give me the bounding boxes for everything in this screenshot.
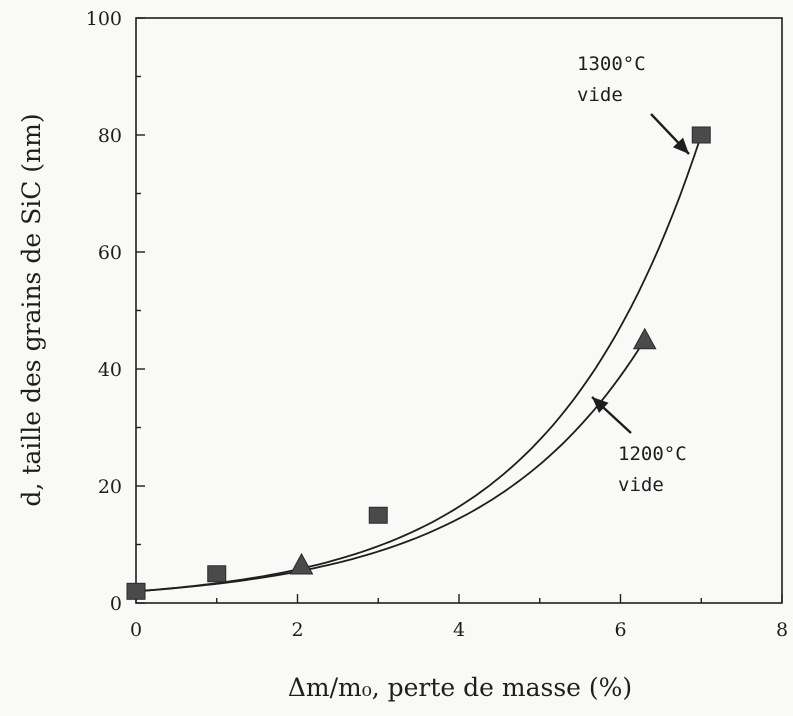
- y-tick-label: 20: [98, 476, 122, 498]
- y-tick-label: 40: [98, 359, 122, 381]
- y-axis-ticks: 0 20 40 60 80 100: [86, 8, 145, 615]
- annotation-1300-line1: 1300°C: [577, 53, 646, 75]
- annotation-1200-line1: 1200°C: [618, 443, 687, 465]
- square-marker: [207, 565, 227, 583]
- x-tick-label: 6: [614, 619, 626, 641]
- fit-curve-series-2: [135, 339, 646, 593]
- x-tick-label: 0: [130, 619, 142, 641]
- square-marker: [126, 582, 146, 600]
- x-axis-title: Δm/m₀, perte de masse (%): [288, 673, 632, 702]
- y-tick-label: 80: [98, 125, 122, 147]
- y-tick-label: 0: [110, 593, 122, 615]
- data-markers: [126, 126, 711, 600]
- annotation-1300-line2: vide: [577, 84, 623, 106]
- y-tick-label: 60: [98, 242, 122, 264]
- x-tick-label: 2: [291, 619, 303, 641]
- arrow-1300-head: [672, 137, 689, 154]
- plot-border: [135, 17, 783, 604]
- square-marker: [368, 506, 388, 524]
- triangle-marker: [289, 552, 314, 575]
- annotation-1200-line2: vide: [618, 474, 664, 496]
- triangle-marker: [632, 327, 657, 350]
- y-axis-title: d, taille des grains de SiC (nm): [17, 113, 46, 506]
- fitted-curves: [135, 134, 703, 593]
- plot-frame: [135, 17, 783, 604]
- arrow-1200-head: [592, 397, 609, 413]
- fit-curve-series-1: [135, 134, 703, 593]
- x-tick-label: 4: [453, 619, 465, 641]
- x-tick-label: 8: [776, 619, 788, 641]
- square-marker: [691, 126, 711, 144]
- annotations: 1300°C vide 1200°C vide: [577, 53, 690, 496]
- y-tick-label: 100: [86, 8, 122, 30]
- x-axis-ticks: 0 2 4 6 8: [130, 594, 788, 641]
